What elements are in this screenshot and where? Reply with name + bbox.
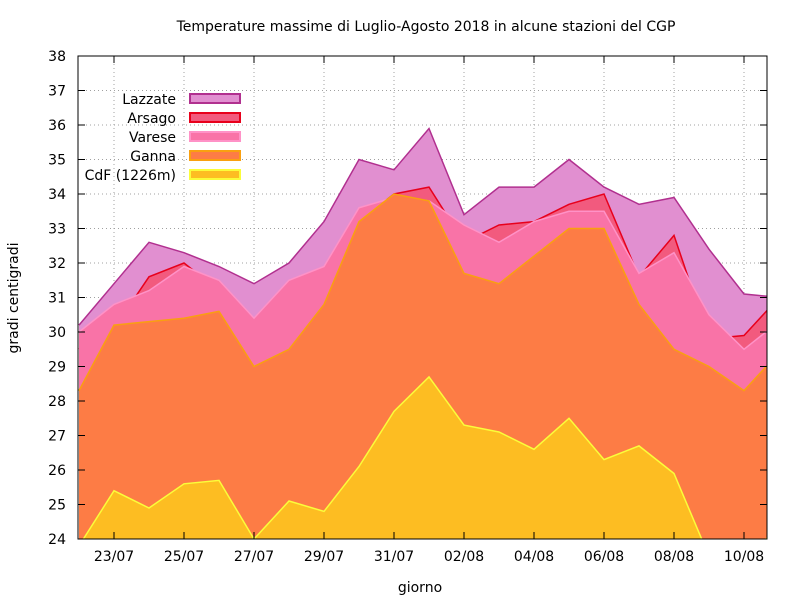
legend-swatch-varese <box>189 131 241 142</box>
legend-swatch-lazzate <box>189 93 241 104</box>
y-tick-label: 33 <box>48 222 66 238</box>
x-tick-label: 27/07 <box>234 549 274 565</box>
legend-swatch-arsago <box>189 112 241 123</box>
x-tick-label: 29/07 <box>304 549 344 565</box>
x-axis-label: giorno <box>398 580 442 596</box>
y-tick-label: 32 <box>48 256 66 272</box>
y-tick-label: 31 <box>48 291 66 307</box>
legend-label-cdf-1226m: CdF (1226m) <box>85 168 176 184</box>
x-tick-label: 10/08 <box>724 549 764 565</box>
y-axis: 24 25 26 27 28 29 30 31 32 33 34 35 36 37 38 <box>48 49 767 548</box>
y-tick-label: 24 <box>48 532 66 548</box>
y-tick-label: 29 <box>48 360 66 376</box>
y-tick-label: 27 <box>48 429 66 445</box>
x-tick-label: 08/08 <box>654 549 694 565</box>
line-ganna <box>78 193 767 392</box>
x-tick-label: 31/07 <box>374 549 414 565</box>
x-tick-label: 04/08 <box>514 549 554 565</box>
x-axis: 23/07 25/07 27/07 29/07 31/07 02/08 04/08 06/08… <box>94 56 764 565</box>
y-tick-label: 38 <box>48 49 66 65</box>
y-tick-label: 25 <box>48 498 66 514</box>
legend-label-lazzate: Lazzate <box>122 92 176 108</box>
y-axis-label: gradi centigradi <box>6 242 22 353</box>
y-tick-label: 36 <box>48 118 66 134</box>
x-tick-label: 06/08 <box>584 549 624 565</box>
y-tick-label: 26 <box>48 463 66 479</box>
legend: Lazzate Arsago Varese Ganna CdF (1226m) <box>85 92 241 184</box>
y-tick-label: 28 <box>48 394 66 410</box>
y-tick-label: 37 <box>48 84 66 100</box>
legend-label-varese: Varese <box>129 130 176 146</box>
x-tick-label: 02/08 <box>444 549 484 565</box>
y-tick-label: 30 <box>48 325 66 341</box>
chart-title: Temperature massime di Luglio-Agosto 201… <box>176 19 676 35</box>
line-cdf-1226m <box>82 375 767 539</box>
legend-label-ganna: Ganna <box>130 149 176 165</box>
legend-swatch-ganna <box>189 150 241 161</box>
legend-label-arsago: Arsago <box>127 111 176 127</box>
line-lazzate <box>78 127 767 326</box>
x-tick-label: 25/07 <box>164 549 204 565</box>
y-tick-label: 35 <box>48 153 66 169</box>
area-cdf-1226m <box>83 376 767 539</box>
series-areas <box>78 127 767 539</box>
y-tick-label: 34 <box>48 187 66 203</box>
legend-swatch-cdf-1226m <box>189 169 241 180</box>
x-tick-label: 23/07 <box>94 549 134 565</box>
